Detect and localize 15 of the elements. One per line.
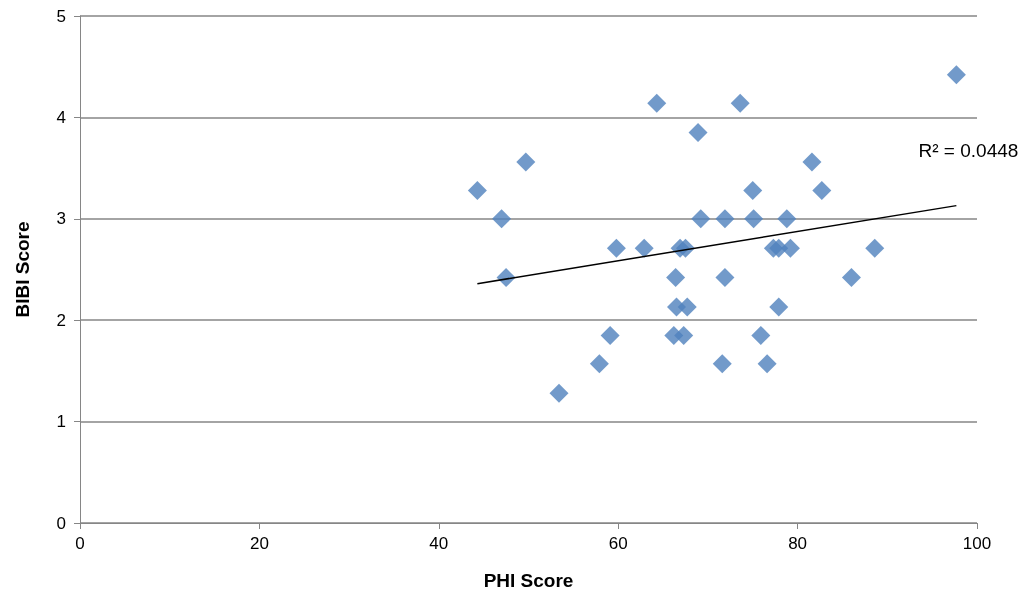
y-tick-label: 2 [56, 310, 66, 330]
y-tick-label: 1 [56, 412, 66, 432]
x-tick-label: 80 [788, 534, 808, 553]
annotation: R² = 0.0448 [918, 140, 1019, 162]
y-tick-label: 3 [56, 209, 66, 229]
y-tick-label: 0 [56, 513, 66, 533]
x-tick-label: 20 [249, 534, 269, 553]
y-tick-label: 4 [56, 107, 66, 127]
x-tick-label: 0 [75, 534, 85, 553]
x-tick-label: 60 [608, 534, 628, 553]
y-tick-label: 5 [56, 6, 66, 26]
y-axis-title: BIBI Score [12, 221, 33, 318]
x-tick-label: 40 [429, 534, 449, 553]
x-tick-label: 100 [962, 534, 992, 553]
x-axis-title: PHI Score [483, 570, 574, 591]
